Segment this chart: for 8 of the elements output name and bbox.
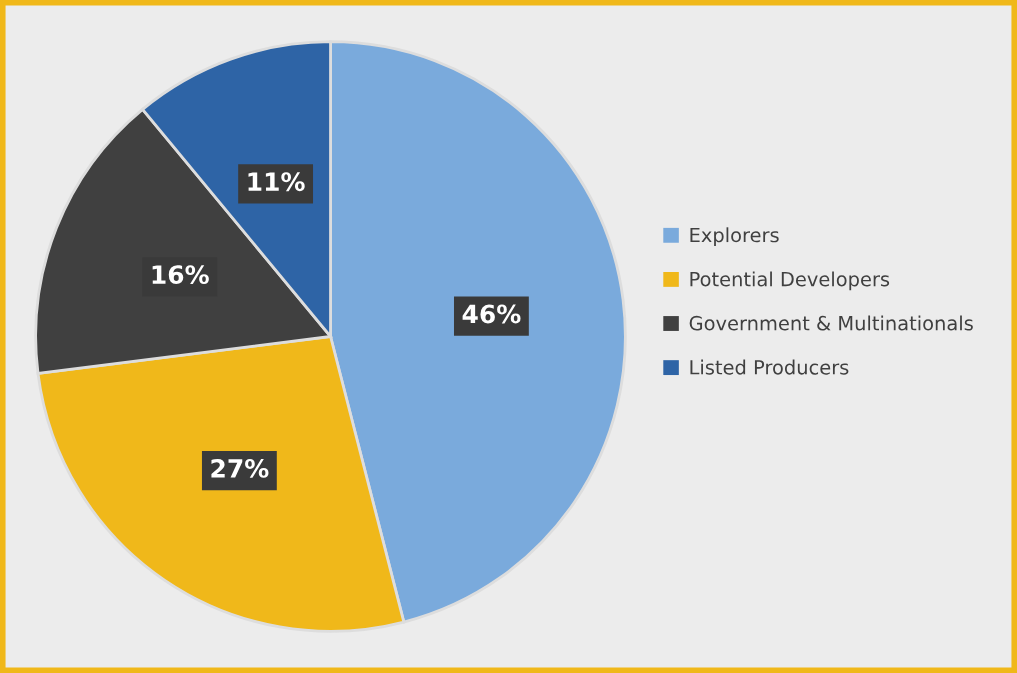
data-label: 46%	[462, 304, 521, 324]
legend-label: Listed Producers	[690, 359, 849, 375]
legend-label: Explorers	[690, 227, 779, 247]
data-label: 16%	[152, 265, 209, 285]
legend-label: Potential Developers	[690, 271, 890, 291]
data-label: 11%	[248, 172, 305, 192]
legend-label: Government & Multinationals	[689, 315, 973, 331]
data-label: 27%	[211, 458, 269, 478]
